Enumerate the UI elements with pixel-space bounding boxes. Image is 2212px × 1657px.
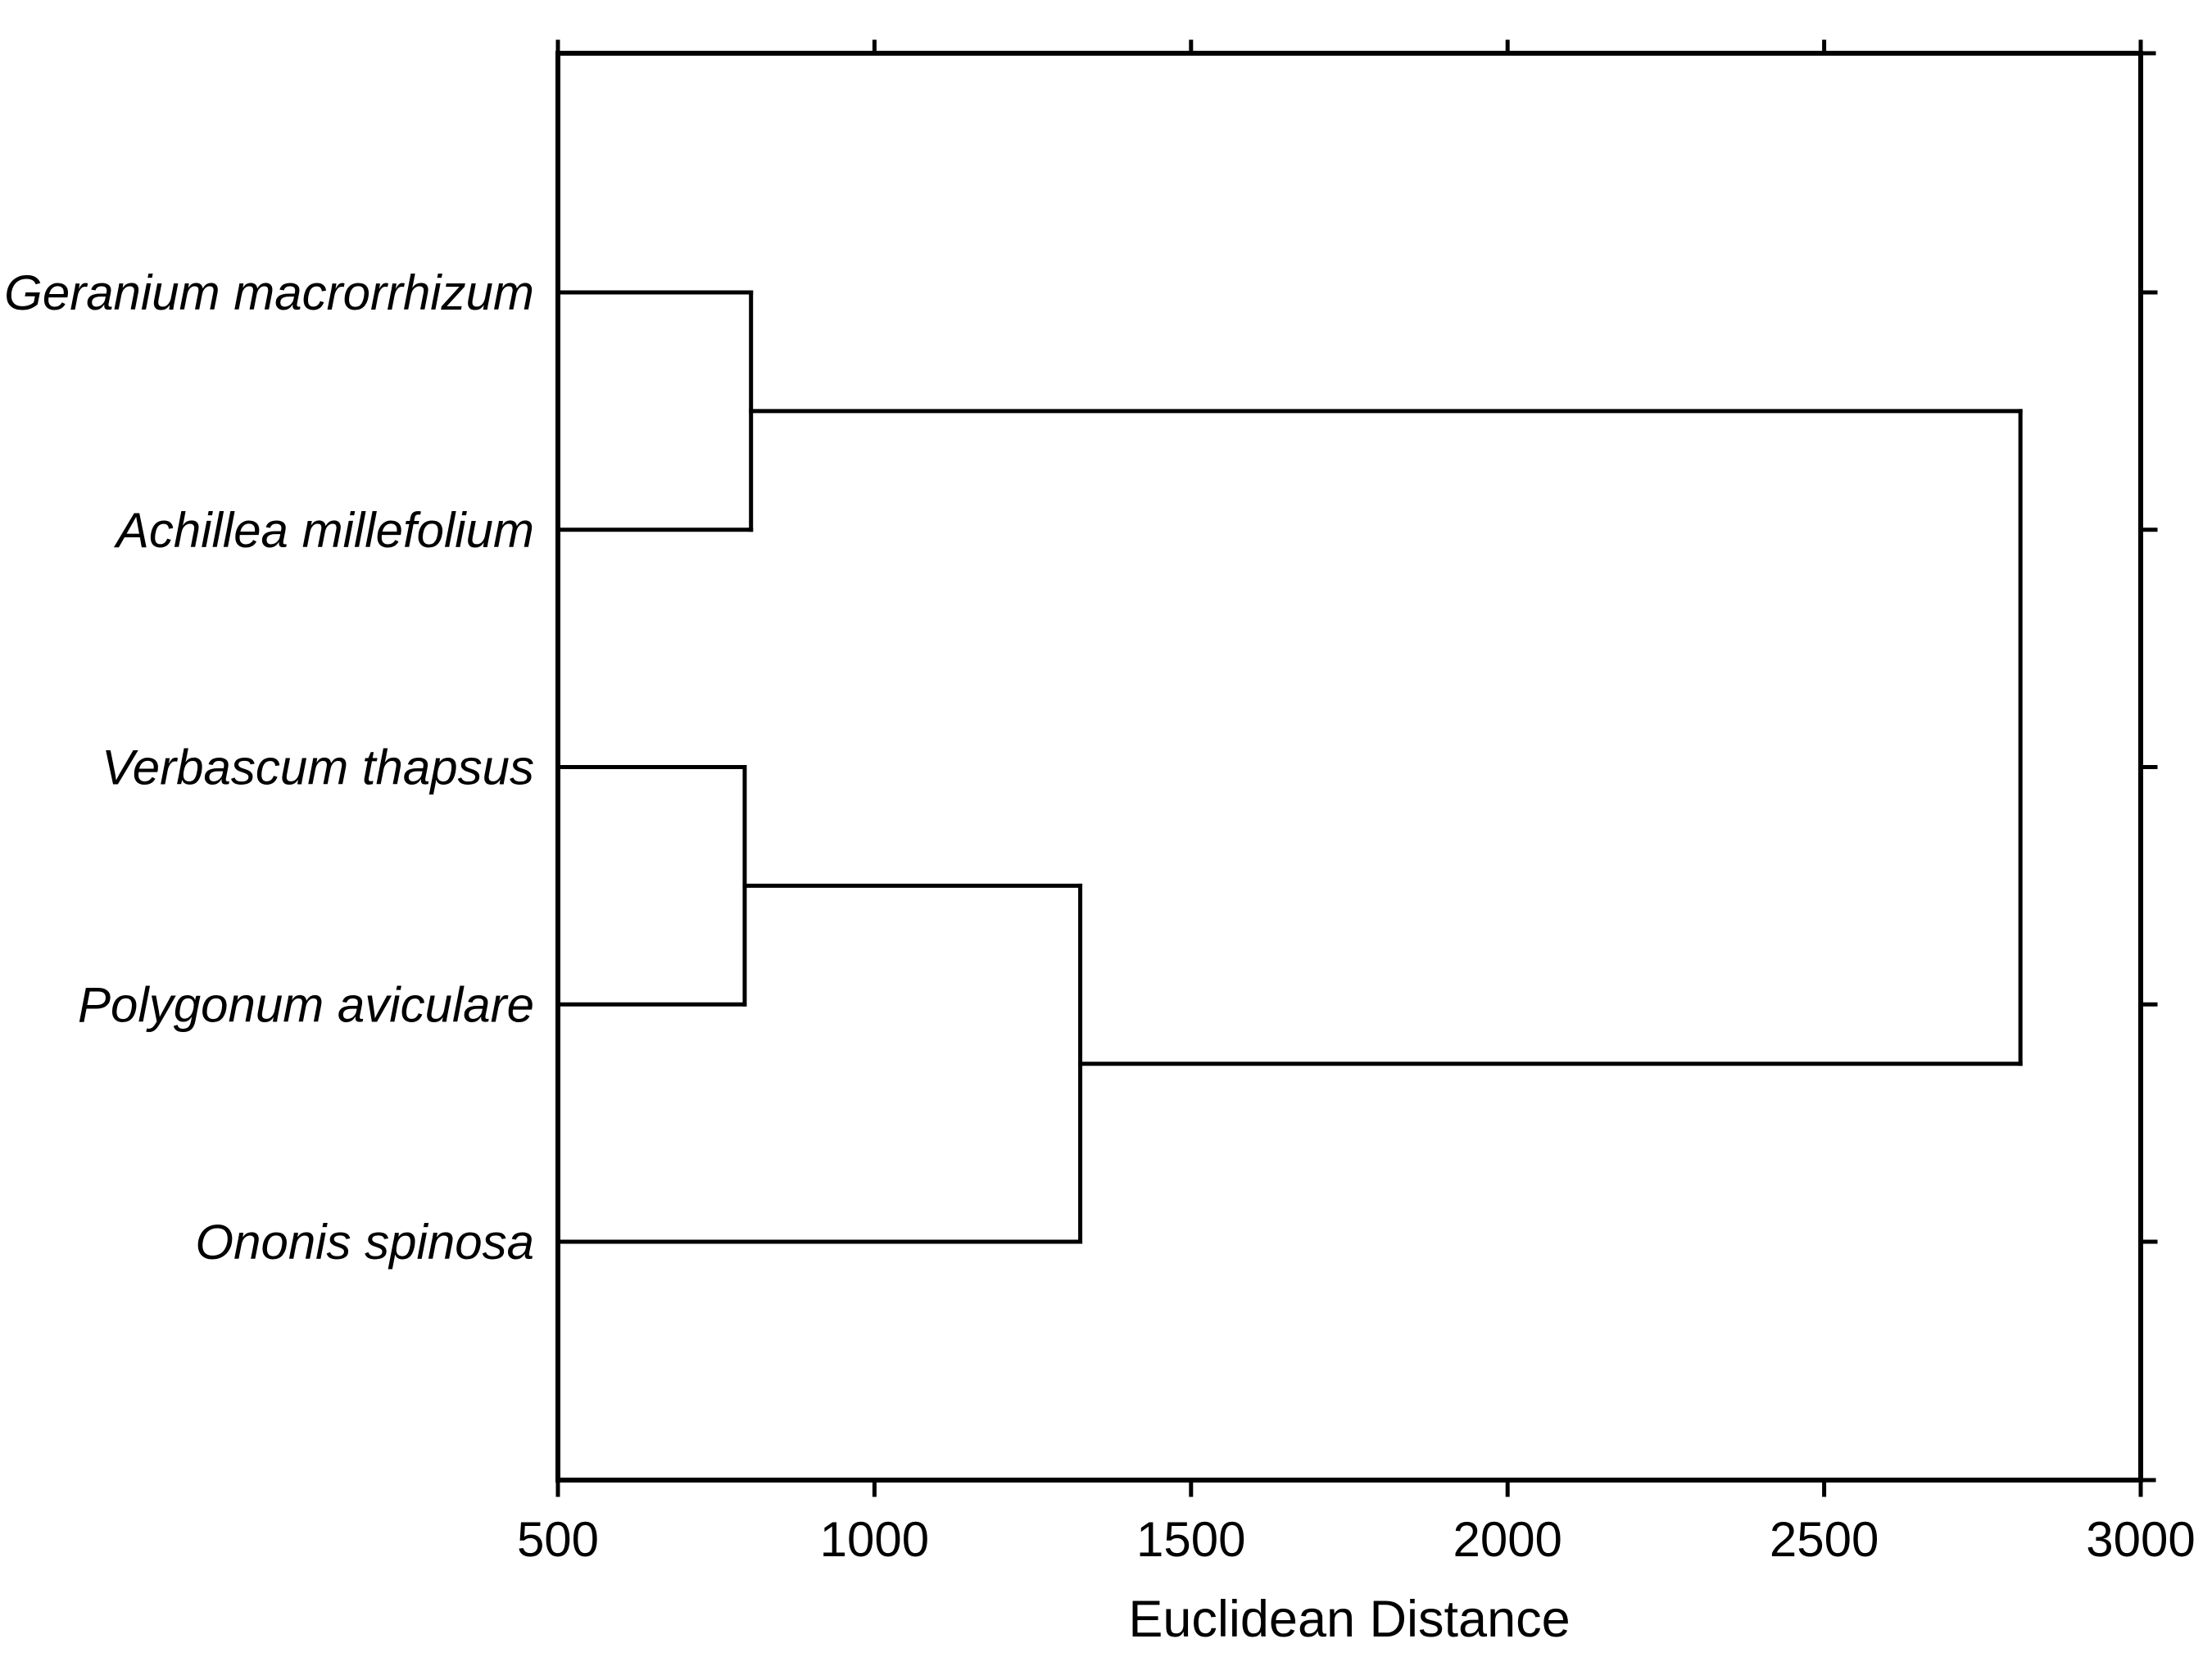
- x-tick-label-2000: 2000: [1453, 1512, 1562, 1567]
- leaf-label-verbascum-thapsus: Verbascum thapsus: [102, 740, 534, 795]
- x-tick-label-1500: 1500: [1136, 1512, 1245, 1567]
- leaf-labels: Geranium macrorrhizum Achillea millefoli…: [4, 265, 534, 1270]
- x-tick-label-1000: 1000: [820, 1512, 929, 1567]
- plot-frame-box: [555, 51, 2143, 1483]
- x-tick-label-2500: 2500: [1770, 1512, 1879, 1567]
- leaf-label-geranium-macrorrhizum: Geranium macrorrhizum: [4, 265, 534, 320]
- dendrogram-branches: [555, 290, 2023, 1244]
- x-tick-label-3000: 3000: [2086, 1512, 2195, 1567]
- plot-frame: [555, 51, 2143, 1483]
- leaf-label-achillea-millefolium: Achillea millefolium: [114, 503, 534, 558]
- x-axis-tick-labels: 500 1000 1500 2000 2500 3000: [517, 1512, 2196, 1567]
- axis-tick-marks: [555, 39, 2158, 1497]
- leaf-label-polygonum-aviculare: Polygonum aviculare: [78, 977, 534, 1032]
- x-axis-title: Euclidean Distance: [1128, 1591, 1570, 1648]
- leaf-label-ononis-spinosa: Ononis spinosa: [195, 1215, 534, 1270]
- x-tick-label-500: 500: [517, 1512, 599, 1567]
